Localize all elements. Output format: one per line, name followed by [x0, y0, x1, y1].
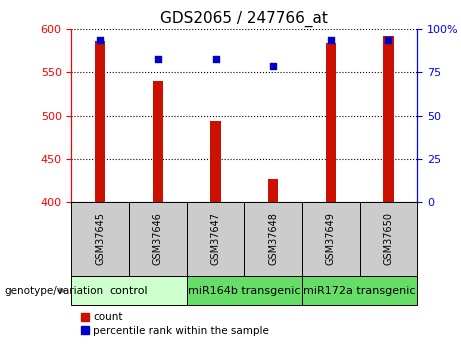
Text: control: control — [110, 286, 148, 296]
FancyBboxPatch shape — [360, 202, 417, 276]
Bar — [210, 121, 221, 202]
Bar — [95, 41, 106, 202]
Bar — [325, 43, 336, 202]
Bar — [153, 81, 163, 202]
Bar — [268, 179, 278, 202]
Point — [384, 37, 392, 42]
FancyBboxPatch shape — [302, 276, 417, 305]
Text: GSM37649: GSM37649 — [326, 213, 336, 265]
Point — [154, 56, 161, 61]
FancyBboxPatch shape — [129, 202, 187, 276]
FancyBboxPatch shape — [71, 202, 129, 276]
FancyBboxPatch shape — [244, 202, 302, 276]
Point — [97, 37, 104, 42]
FancyArrowPatch shape — [58, 288, 65, 293]
FancyBboxPatch shape — [302, 202, 360, 276]
Text: GSM37645: GSM37645 — [95, 213, 105, 265]
Bar — [383, 36, 394, 202]
Text: miR172a transgenic: miR172a transgenic — [303, 286, 416, 296]
Legend: count, percentile rank within the sample: count, percentile rank within the sample — [77, 308, 273, 340]
Text: GSM37647: GSM37647 — [211, 213, 220, 265]
Point — [212, 56, 219, 61]
Text: genotype/variation: genotype/variation — [5, 286, 104, 296]
FancyBboxPatch shape — [187, 276, 302, 305]
Point — [269, 63, 277, 68]
Text: GSM37648: GSM37648 — [268, 213, 278, 265]
Text: GSM37646: GSM37646 — [153, 213, 163, 265]
FancyBboxPatch shape — [71, 276, 187, 305]
Text: miR164b transgenic: miR164b transgenic — [188, 286, 301, 296]
Text: GSM37650: GSM37650 — [384, 213, 393, 265]
Point — [327, 37, 334, 42]
Title: GDS2065 / 247766_at: GDS2065 / 247766_at — [160, 10, 328, 27]
FancyBboxPatch shape — [187, 202, 244, 276]
